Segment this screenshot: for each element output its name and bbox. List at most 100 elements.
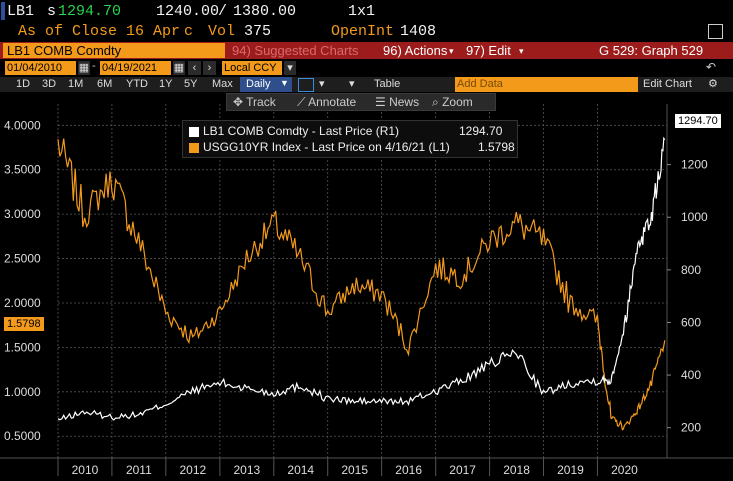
currency-dropdown-icon[interactable]: ▾ [284,61,296,75]
range-1m[interactable]: 1M [68,78,84,90]
start-date-field[interactable]: 01/04/2010 [5,61,76,75]
suggested-charts-menu[interactable]: 94) Suggested Charts [232,43,359,58]
left-tick-label: 4.0000 [4,118,41,132]
x-axis: 2010 2011 2012 2013 2014 2015 2016 2017 2018 2019… [57,458,638,477]
right-tick-label: 600 [681,315,701,329]
chart-grid [0,104,733,459]
x-tick-label: 2013 [233,463,260,477]
ticker[interactable]: LB1 [7,3,35,20]
x-tick-label: 2014 [287,463,314,477]
x-tick-label: 2018 [503,463,530,477]
bid-price: 1240.00 [156,3,220,20]
table-button[interactable]: Table [374,78,401,90]
left-tick-label: 1.5000 [4,340,41,354]
as-of-close: As of Close 16 Apr [18,23,181,40]
end-date-calendar-icon[interactable]: ▦ [173,61,185,75]
range-1y[interactable]: 1Y [159,78,173,90]
zoom-label: Zoom [442,95,473,109]
more-options-icon[interactable]: ▾ [349,78,355,90]
right-axis: 200 400 600 800 1000 1200 [667,158,708,435]
right-tick-label: 1200 [681,158,708,172]
legend-lb1-name: LB1 COMB Comdty - Last Price (R1) [203,124,400,138]
left-tick-label: 1.0000 [4,385,41,399]
currency-field[interactable]: Local CCY [222,61,282,75]
pop-out-icon[interactable] [708,24,723,39]
range-ytd[interactable]: YTD [126,78,148,90]
edit-dropdown-icon: ▾ [519,46,524,56]
date-dash: - [92,60,96,72]
chart-toolbar: ✥ Track ⟋ Annotate ☰ News ⌕ Zoom [226,93,496,111]
right-last-value-tag: 1294.70 [675,114,721,128]
series-line-usgg10yr [57,138,666,431]
left-tick-label: 3.5000 [4,163,41,177]
series-line-lb1 [57,136,666,421]
x-tick-label: 2020 [611,463,638,477]
start-date-calendar-icon[interactable]: ▦ [78,61,90,75]
left-axis: 0.5000 1.0000 1.5000 2.0000 2.5000 3.0000 3.50… [4,118,41,443]
function-menubar: LB1 COMB Comdty 94) Suggested Charts 96)… [0,42,733,59]
annotate-label: Annotate [308,95,357,109]
left-last-value-tag: 1.5798 [4,317,44,331]
x-tick-label: 2010 [72,463,99,477]
range-6m[interactable]: 6M [97,78,113,90]
bid-ask-size: 1x1 [348,3,376,20]
quote-header: LB1 s 1294.70 1240.00 / 1380.00 1x1 [0,0,733,22]
left-tick-label: 2.0000 [4,296,41,310]
quote-subheader: As of Close 16 Apr c Vol 375 OpenInt 140… [0,22,733,42]
date-controls: 01/04/2010 ▦ - 04/19/2021 ▦ ‹ › Local CC… [0,60,733,76]
chart-legend: LB1 COMB Comdty - Last Price (R1) 1294.7… [182,120,518,158]
period-label: Daily [246,78,271,90]
range-bar: 1D 3D 1M 6M YTD 1Y 5Y Max Daily ▼ ▾ ▾ Ta… [0,77,733,92]
right-tick-label: 200 [681,421,701,435]
range-1d[interactable]: 1D [16,78,31,90]
end-date-field[interactable]: 04/19/2021 [100,61,171,75]
legend-swatch-lb1 [189,127,199,137]
x-tick-label: 2012 [180,463,207,477]
x-tick-label: 2016 [395,463,422,477]
close-flag: c [184,23,194,40]
left-tick-label: 3.0000 [4,207,41,221]
security-marker [1,2,5,20]
actions-menu[interactable]: 96) Actions [383,43,448,58]
line-chart-icon[interactable] [298,78,314,92]
left-tick-label: 0.5000 [4,429,41,443]
open-interest-value: 1408 [400,23,437,40]
zoom-button[interactable]: ⌕ Zoom [432,95,473,109]
x-tick-label: 2017 [449,463,476,477]
volume-label: Vol [208,23,236,40]
legend-lb1-value: 1294.70 [459,124,503,138]
add-data-field[interactable]: Add Data [455,77,638,92]
right-tick-label: 1000 [681,210,708,224]
graph-id: G 529: Graph 529 [599,43,704,58]
edit-chart-button[interactable]: Edit Chart [643,78,692,90]
news-label: News [389,95,420,109]
security-field[interactable] [3,43,225,58]
track-label: Track [246,95,276,109]
bid-ask-separator: / [218,3,228,20]
x-tick-label: 2015 [341,463,368,477]
last-price: 1294.70 [58,3,122,20]
undo-icon[interactable]: ↶ [706,60,717,74]
period-dropdown-icon: ▼ [280,78,289,88]
volume-value: 375 [244,23,272,40]
right-tick-label: 400 [681,368,701,382]
annotate-button[interactable]: ⟋ Annotate [297,95,357,109]
legend-usgg10yr-value: 1.5798 [478,140,515,154]
track-button[interactable]: ✥ Track [233,95,276,109]
chart-type-dropdown-icon[interactable]: ▾ [319,78,325,90]
legend-usgg10yr-name: USGG10YR Index - Last Price on 4/16/21 (… [203,140,450,154]
price-prefix: s [47,3,57,20]
right-tick-label: 800 [681,263,701,277]
range-5y[interactable]: 5Y [184,78,198,90]
price-chart[interactable]: 0.5000 1.0000 1.5000 2.0000 2.5000 3.0000 3.50… [0,92,733,481]
actions-dropdown-icon: ▾ [449,46,454,56]
news-button[interactable]: ☰ News [375,95,420,109]
range-max[interactable]: Max [212,78,233,90]
settings-gear-icon[interactable]: ⚙ [708,78,718,90]
scroll-right-icon[interactable]: › [203,61,216,75]
edit-menu[interactable]: 97) Edit [466,43,511,58]
period-select[interactable]: Daily ▼ [240,77,292,92]
ask-price: 1380.00 [233,3,297,20]
range-3d[interactable]: 3D [42,78,57,90]
scroll-left-icon[interactable]: ‹ [188,61,201,75]
